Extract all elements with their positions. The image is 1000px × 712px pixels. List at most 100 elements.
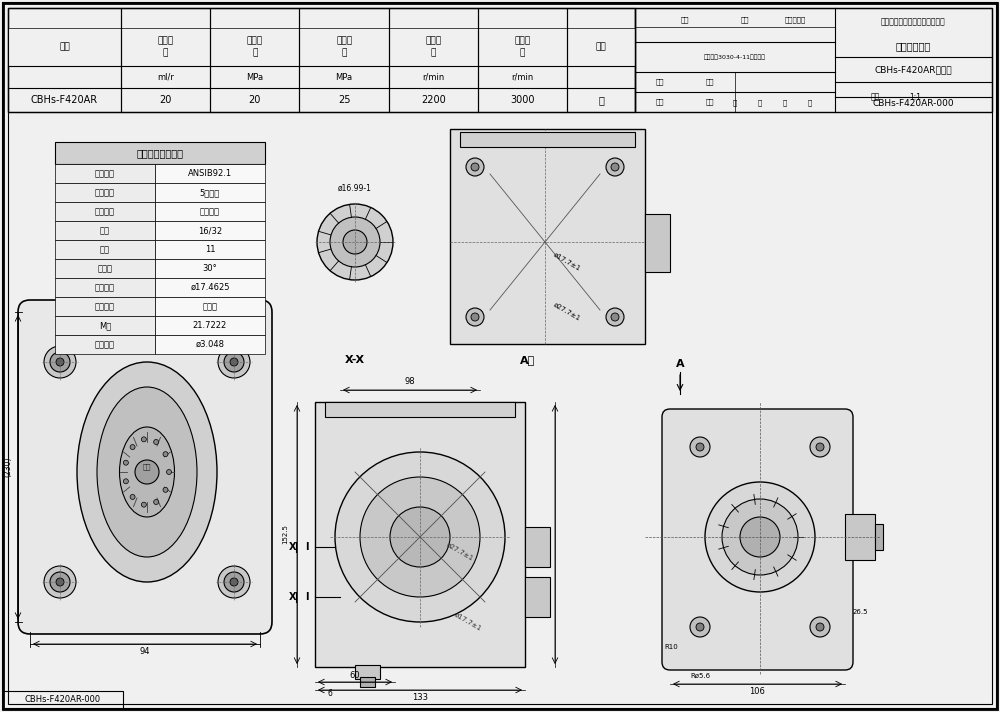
Text: A: A [676, 359, 684, 369]
Circle shape [230, 578, 238, 586]
Text: 工艺: 工艺 [656, 99, 664, 105]
Bar [55, 335, 155, 354]
Ellipse shape [512, 197, 578, 287]
Text: X: X [289, 542, 297, 552]
Text: ø3.048: ø3.048 [196, 340, 224, 349]
Text: 外连接尺寸图: 外连接尺寸图 [895, 41, 931, 51]
Text: 径节: 径节 [100, 226, 110, 235]
Ellipse shape [120, 427, 175, 517]
Circle shape [50, 352, 70, 372]
Circle shape [50, 572, 70, 592]
Circle shape [335, 452, 505, 622]
Text: 力: 力 [341, 48, 347, 57]
Bar [155, 183, 265, 202]
Text: 11: 11 [205, 245, 215, 254]
Text: r/min: r/min [511, 73, 534, 81]
Circle shape [317, 204, 393, 280]
Text: 描图: 描图 [706, 99, 714, 105]
Circle shape [810, 437, 830, 457]
Text: 制图: 制图 [656, 79, 664, 85]
Text: 2200: 2200 [421, 95, 446, 105]
Bar [525, 527, 550, 567]
Bar [3, 691, 123, 709]
Text: X-X: X-X [345, 355, 365, 365]
Text: (230): (230) [3, 457, 12, 477]
Text: 量: 量 [163, 48, 168, 57]
Circle shape [154, 439, 159, 444]
Text: 节圆直径: 节圆直径 [95, 283, 115, 292]
Circle shape [696, 623, 704, 631]
Text: 内部文义3030-4-11批准比佐: 内部文义3030-4-11批准比佐 [704, 54, 766, 60]
Text: 刃: 刃 [783, 100, 787, 106]
Circle shape [224, 572, 244, 592]
Circle shape [163, 487, 168, 492]
Ellipse shape [77, 362, 217, 582]
Circle shape [224, 352, 244, 372]
Text: 60: 60 [350, 671, 360, 681]
Text: CBHs-F420AR-000: CBHs-F420AR-000 [25, 696, 101, 704]
Circle shape [722, 499, 798, 575]
Bar [155, 221, 265, 240]
Text: M值: M值 [99, 321, 111, 330]
Text: ø27.7±1: ø27.7±1 [445, 542, 475, 562]
Circle shape [690, 437, 710, 457]
Bar [8, 8, 635, 112]
Bar [55, 221, 155, 240]
Text: ø27.7±1: ø27.7±1 [552, 302, 582, 322]
Circle shape [466, 158, 484, 176]
Text: 20: 20 [249, 95, 261, 105]
Bar [155, 297, 265, 316]
Text: 21.7222: 21.7222 [193, 321, 227, 330]
Text: 测量直径: 测量直径 [95, 340, 115, 349]
Text: 平齿根: 平齿根 [202, 302, 218, 311]
Text: 94: 94 [140, 647, 150, 656]
Text: 速: 速 [520, 48, 525, 57]
Circle shape [611, 313, 619, 321]
Bar [635, 8, 992, 112]
Text: 力: 力 [252, 48, 258, 57]
Text: 齿根形状: 齿根形状 [95, 302, 115, 311]
Circle shape [230, 358, 238, 366]
Circle shape [606, 308, 624, 326]
Circle shape [123, 460, 128, 465]
Circle shape [471, 163, 479, 171]
Text: 更改文件号: 更改文件号 [784, 16, 806, 23]
Bar [645, 214, 670, 272]
Bar [55, 142, 265, 164]
Text: 106: 106 [749, 688, 765, 696]
Circle shape [218, 346, 250, 378]
Circle shape [135, 460, 159, 484]
Text: ANSIB92.1: ANSIB92.1 [188, 169, 232, 178]
Circle shape [141, 502, 146, 507]
Circle shape [816, 443, 824, 451]
FancyBboxPatch shape [18, 300, 272, 634]
Text: 25: 25 [338, 95, 350, 105]
Ellipse shape [97, 387, 197, 557]
Text: 旋向: 旋向 [596, 43, 606, 51]
Text: 额定压: 额定压 [247, 37, 263, 46]
Circle shape [141, 437, 146, 442]
Bar [55, 278, 155, 297]
Circle shape [471, 313, 479, 321]
Circle shape [466, 308, 484, 326]
Circle shape [123, 478, 128, 483]
Bar [155, 240, 265, 259]
Text: MPa: MPa [336, 73, 353, 81]
Text: 98: 98 [405, 377, 415, 387]
Text: 右: 右 [598, 95, 604, 105]
Circle shape [130, 444, 135, 449]
Circle shape [705, 482, 815, 592]
Bar [567, 8, 635, 112]
Text: 比例: 比例 [870, 93, 880, 102]
Circle shape [360, 477, 480, 597]
Circle shape [696, 443, 704, 451]
Bar [460, 132, 635, 147]
Bar [8, 28, 635, 66]
Bar [355, 665, 380, 679]
Text: 最高转: 最高转 [515, 37, 531, 46]
Text: 齿侧配合: 齿侧配合 [200, 207, 220, 216]
Bar [155, 335, 265, 354]
Text: 配合类型: 配合类型 [95, 207, 115, 216]
Bar [55, 164, 155, 183]
Circle shape [56, 358, 64, 366]
